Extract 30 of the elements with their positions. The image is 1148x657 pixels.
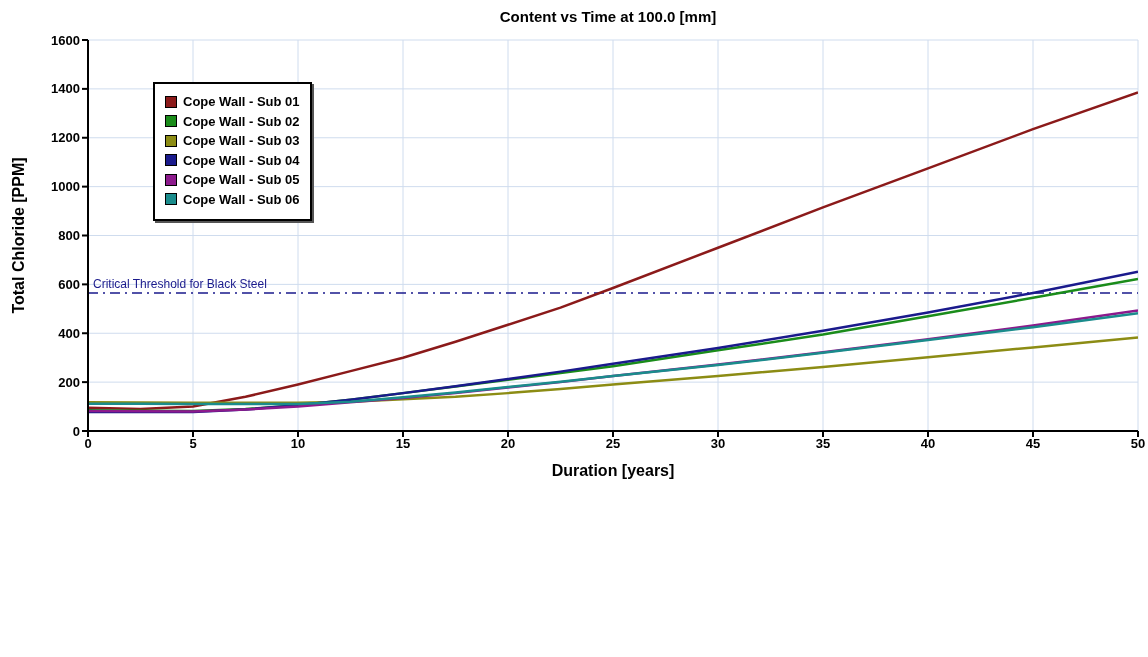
y-axis-title: Total Chloride [PPM] <box>9 157 27 314</box>
x-tick-label: 15 <box>395 436 411 452</box>
x-tick-label: 10 <box>290 436 306 452</box>
x-axis-title: Duration [years] <box>551 462 675 479</box>
y-tick-label: 600 <box>58 276 80 292</box>
y-tick-label: 1600 <box>51 32 80 48</box>
x-tick-label: 45 <box>1025 436 1041 452</box>
legend-label: Cope Wall - Sub 06 <box>183 191 300 207</box>
legend-label: Cope Wall - Sub 04 <box>183 152 300 168</box>
y-tick-label: 800 <box>58 228 80 244</box>
x-tick-label: 0 <box>84 436 92 452</box>
y-tick-label: 200 <box>58 374 80 390</box>
legend-label: Cope Wall - Sub 01 <box>183 94 300 110</box>
y-tick-label: 400 <box>58 325 80 341</box>
y-tick-label: 1400 <box>51 81 80 97</box>
x-tick-label: 25 <box>605 436 621 452</box>
y-tick-label: 1200 <box>51 130 80 146</box>
legend-label: Cope Wall - Sub 03 <box>183 133 300 149</box>
legend-label: Cope Wall - Sub 02 <box>183 113 300 129</box>
x-tick-label: 50 <box>1130 436 1146 452</box>
y-tick-label: 0 <box>72 423 80 439</box>
x-tick-label: 30 <box>710 436 726 452</box>
y-tick-label: 1000 <box>51 179 80 195</box>
ref-line-label: Critical Threshold for Black Steel <box>93 276 267 291</box>
legend-label: Cope Wall - Sub 05 <box>183 172 300 188</box>
x-tick-label: 20 <box>500 436 516 452</box>
x-tick-label: 40 <box>920 436 936 452</box>
x-tick-label: 5 <box>189 436 197 452</box>
chart-title: Content vs Time at 100.0 [mm] <box>498 8 718 27</box>
x-tick-label: 35 <box>815 436 831 452</box>
